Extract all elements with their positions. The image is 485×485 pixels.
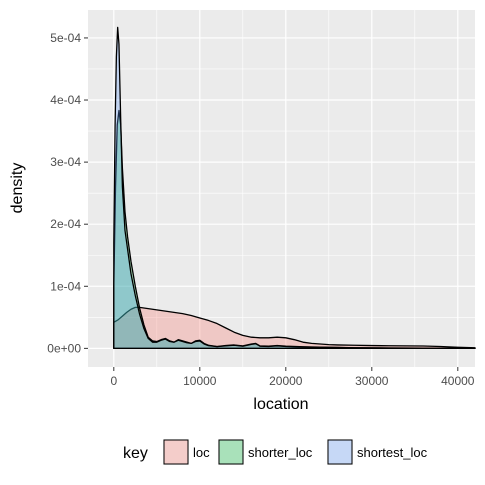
x-tick-label: 0 bbox=[110, 374, 117, 388]
legend-key-shorter-loc bbox=[218, 439, 244, 465]
x-tick-label: 40000 bbox=[441, 374, 475, 388]
y-tick-label: 2e-04 bbox=[50, 217, 81, 231]
legend-label: shorter_loc bbox=[248, 445, 313, 460]
x-tick-label: 10000 bbox=[183, 374, 217, 388]
y-tick-label: 4e-04 bbox=[50, 93, 81, 107]
y-tick-label: 0e+00 bbox=[47, 341, 81, 355]
x-tick-label: 30000 bbox=[355, 374, 389, 388]
y-tick-label: 1e-04 bbox=[50, 279, 81, 293]
plot-panel bbox=[88, 10, 475, 367]
legend-key-background bbox=[218, 439, 244, 465]
legend-title: key bbox=[123, 445, 148, 462]
y-tick-label: 3e-04 bbox=[50, 155, 81, 169]
legend-key-background bbox=[327, 439, 353, 465]
y-tick-label: 5e-04 bbox=[50, 31, 81, 45]
y-axis-label: density bbox=[9, 163, 26, 214]
x-axis: 0 10000 20000 30000 40000 bbox=[110, 367, 475, 388]
legend-key-loc bbox=[163, 439, 189, 465]
density-areas bbox=[113, 26, 476, 350]
legend-label: shortest_loc bbox=[357, 445, 428, 460]
legend-key-shortest-loc bbox=[327, 439, 353, 465]
legend-key-background bbox=[163, 439, 189, 465]
y-axis: 0e+00 1e-04 2e-04 3e-04 4e-04 5e-04 bbox=[47, 31, 88, 355]
x-tick-label: 20000 bbox=[269, 374, 303, 388]
minor-gridlines bbox=[88, 10, 475, 367]
legend: key loc shorter_loc shortest_loc bbox=[123, 439, 428, 465]
legend-label: loc bbox=[193, 445, 210, 460]
x-axis-label: location bbox=[253, 396, 308, 413]
density-area-shortest-loc bbox=[113, 26, 476, 350]
